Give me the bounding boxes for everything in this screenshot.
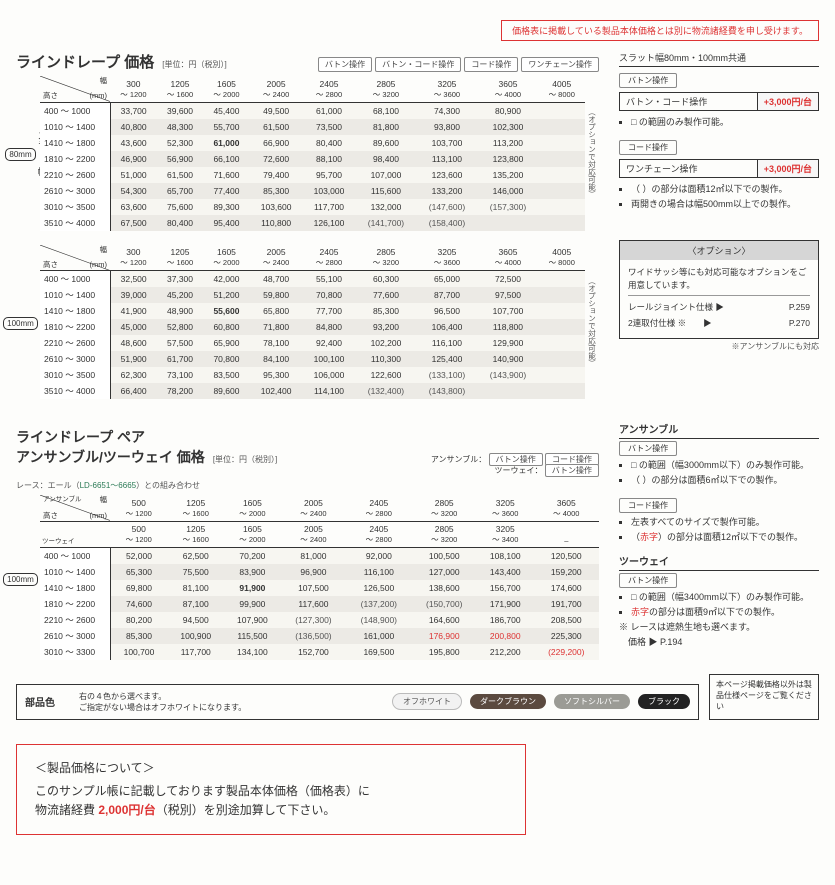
side-chip: コード操作 <box>619 140 677 155</box>
table80-vnote: （オプションで対応可能） <box>585 76 599 231</box>
option-footnote: ※アンサンブルにも対応 <box>619 341 819 352</box>
table100-vnote: （オプションで対応可能） <box>585 245 599 400</box>
price-table-pair: 幅高さ(mm)アンサンブル500～ 12001205～ 16001605～ 20… <box>40 495 599 660</box>
op-chip: バトン操作 <box>318 57 372 72</box>
option-box: 〈オプション〉 ワイドサッシ等にも対応可能なオプションをご用意しています。 レー… <box>619 240 819 339</box>
bottom-notice: ＜製品価格について＞ このサンプル帳に記載しております製品本体価格（価格表）に … <box>16 744 526 835</box>
section1-title: ラインドレープ 価格 <box>16 51 154 72</box>
top-notice: 価格表に掲載している製品本体価格とは別に物流諸経費を申し受けます。 <box>501 20 819 41</box>
side2-ens-title: アンサンブル <box>619 421 819 439</box>
side2-ens-notes2: 左表すべてのサイズで製作可能。（赤字）の部分は面積12㎡以下での製作。 <box>619 515 819 543</box>
parts-sidenote: 本ページ掲載価格以外は製品仕様ページをご覧ください <box>709 674 819 720</box>
parts-color-row: 部品色 右の４色から選べます。ご指定がない場合はオフホワイトになります。 オフホ… <box>16 684 699 720</box>
side2-tw-title: ツーウェイ <box>619 553 819 571</box>
section1-unit: [単位：円（税別）] <box>162 59 226 70</box>
surcharge-row: ワンチェーン操作+3,000円/台 <box>619 159 819 178</box>
price-table-100: 幅高さ(mm)300～ 12001205～ 16001605～ 20002005… <box>40 245 585 400</box>
op-chip: バトン・コード操作 <box>375 57 461 72</box>
side2-ens-chip2: コード操作 <box>619 498 677 513</box>
pair-lace: レース：エール（LD-6651～6665）との組み合わせ <box>16 480 599 491</box>
pair-title1: ラインドレープ ペア <box>16 427 599 447</box>
pair-unit: [単位：円（税別）] <box>213 454 277 465</box>
side-chip: バトン操作 <box>619 73 677 88</box>
pill-offwhite: オフホワイト <box>392 693 462 710</box>
op-chip: コード操作 <box>464 57 518 72</box>
side2-ens-notes: □ の範囲（幅3000mm以下）のみ製作可能。（ ）の部分は面積6㎡以下での製作… <box>619 458 819 486</box>
tablepair-sidelabel: スラット幅100mm <box>16 495 38 660</box>
surcharge-row: バトン・コード操作+3,000円/台 <box>619 92 819 111</box>
side1-head: スラット幅80mm・100mm共通 <box>619 51 819 67</box>
pill-black: ブラック <box>638 694 690 709</box>
price-table-80: 幅高さ(mm)300～ 12001205～ 16001605～ 20002005… <box>40 76 585 231</box>
table100-sidelabel: スラット幅100mm <box>16 245 38 400</box>
pair-title2: アンサンブル/ツーウェイ 価格 <box>16 447 205 467</box>
table80-sidelabel: スラット幅80mm <box>16 76 38 231</box>
side2-tw-notes: □ の範囲（幅3400mm以下）のみ製作可能。赤字の部分は面積9㎡以下での製作。… <box>619 590 819 648</box>
side2-ens-chip: バトン操作 <box>619 441 677 456</box>
pill-softsilver: ソフトシルバー <box>554 694 630 709</box>
side2-tw-chip: バトン操作 <box>619 573 677 588</box>
pair-right-labels: アンサンブル： バトン操作 コード操作ツーウェイ： バトン操作 <box>431 454 599 476</box>
section1-chips: バトン操作バトン・コード操作コード操作ワンチェーン操作 <box>318 57 599 72</box>
op-chip: ワンチェーン操作 <box>521 57 599 72</box>
pill-darkbrown: ダークブラウン <box>470 694 546 709</box>
